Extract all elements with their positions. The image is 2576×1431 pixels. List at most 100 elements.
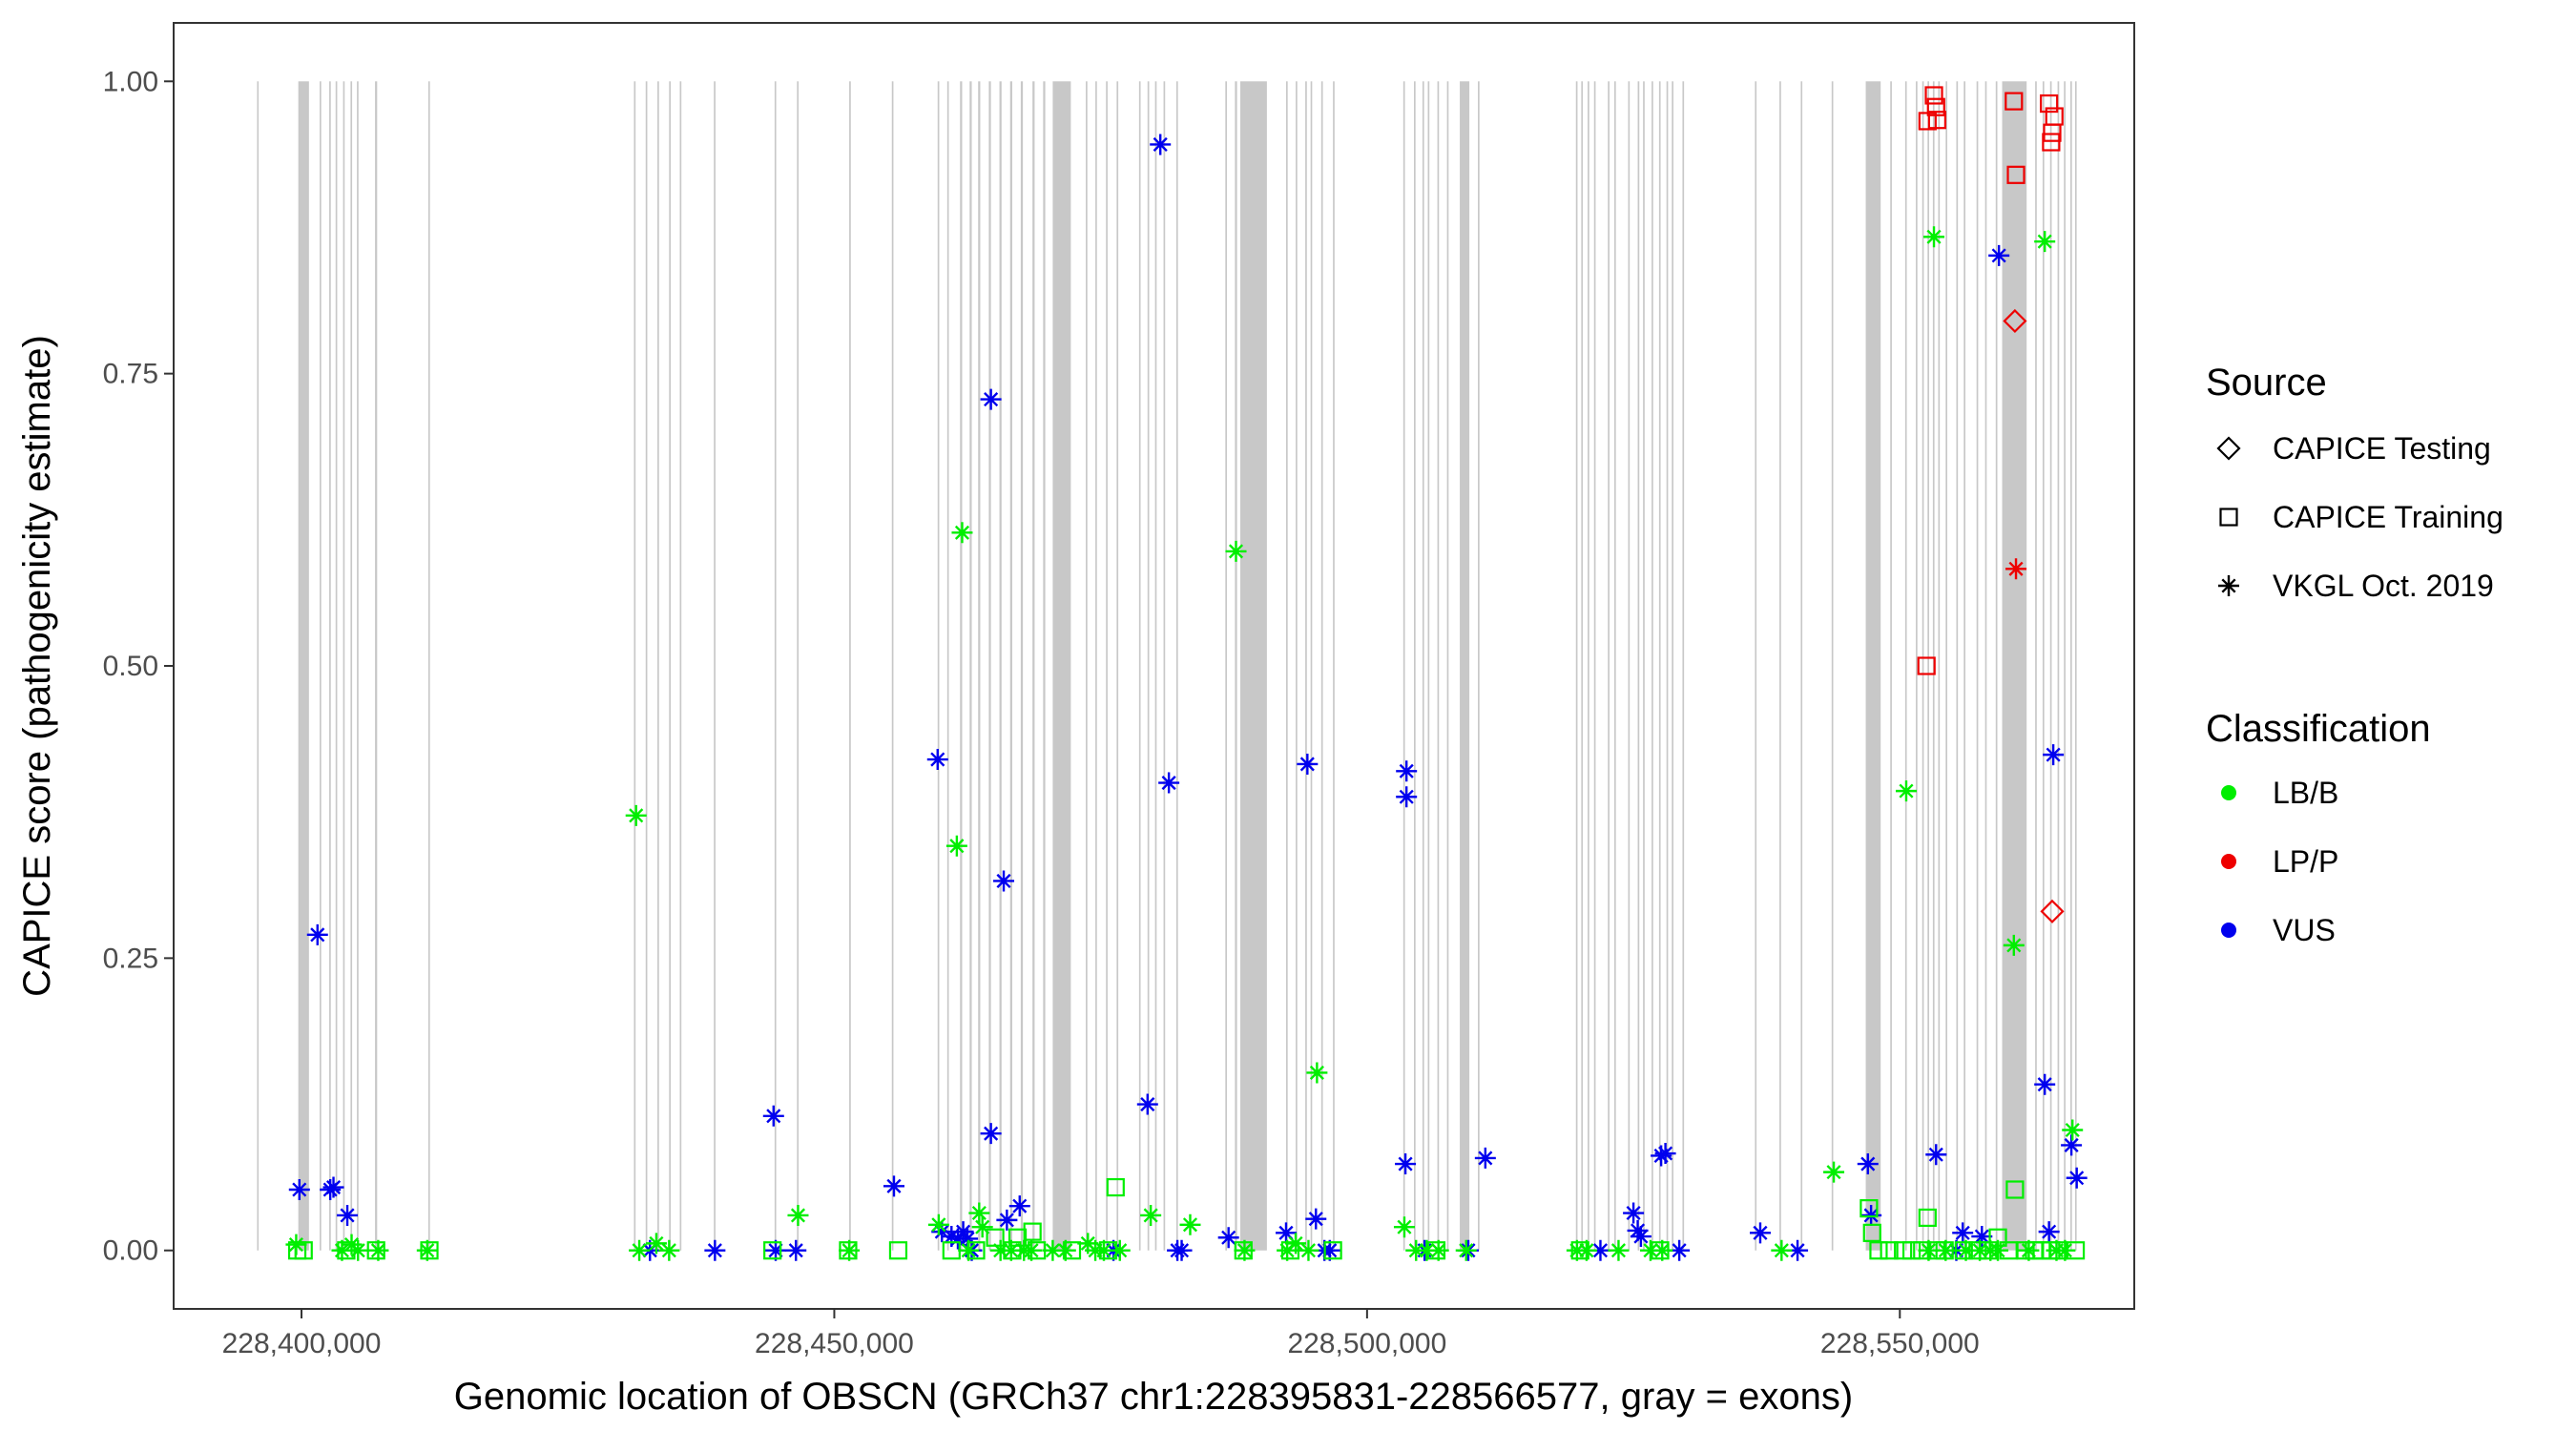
exon-band <box>335 81 338 1251</box>
data-point-lbb-asterisk <box>971 1216 993 1238</box>
y-tick-label: 0.75 <box>103 359 158 390</box>
legend-classification-key <box>2221 854 2236 869</box>
exon-band <box>1106 81 1108 1251</box>
data-point-vus-asterisk <box>1988 244 2010 266</box>
exon-band <box>427 81 430 1251</box>
data-point-lbb-asterisk <box>1077 1233 1099 1255</box>
data-point-lbb-square <box>986 1228 1005 1247</box>
data-point-lbb-square <box>966 1241 986 1260</box>
data-point-vus-asterisk <box>957 1228 979 1250</box>
exon-band <box>1643 81 1645 1251</box>
data-point-lbb-asterisk <box>787 1204 809 1226</box>
exon-band <box>1427 81 1430 1251</box>
exon-band <box>1310 81 1313 1251</box>
data-point-vus-asterisk <box>288 1179 310 1200</box>
data-point-lbb-asterisk <box>331 1239 353 1261</box>
data-point-vus-asterisk <box>1860 1204 1882 1226</box>
data-point-lbb-square <box>888 1241 908 1260</box>
data-point-vus-asterisk <box>1395 1153 1417 1175</box>
legend-source-label: VKGL Oct. 2019 <box>2273 569 2494 603</box>
exon-band <box>1779 81 1781 1251</box>
data-point-vus-asterisk <box>1654 1143 1676 1165</box>
exon-band <box>2002 81 2027 1251</box>
data-point-lbb-square <box>1979 1241 1998 1260</box>
exon-band <box>1095 81 1097 1251</box>
data-point-vus-asterisk <box>639 1239 661 1261</box>
data-point-lbb-asterisk <box>1054 1239 1076 1261</box>
data-point-lbb-square <box>1651 1241 1670 1260</box>
legend-source-label: CAPICE Training <box>2273 500 2503 534</box>
exon-band <box>1755 81 1757 1251</box>
data-point-lbb-square <box>1062 1241 1082 1260</box>
x-tick-label: 228,400,000 <box>222 1328 382 1359</box>
data-point-lbb-asterisk <box>951 522 973 544</box>
data-point-lbb-asterisk <box>1306 1062 1328 1084</box>
legend-classification-key <box>2221 785 2236 800</box>
data-point-lbb-square <box>1323 1241 1342 1260</box>
data-point-lbb-square <box>337 1241 356 1260</box>
exon-band <box>1460 81 1470 1251</box>
data-point-lbb-square <box>420 1241 439 1260</box>
data-point-vus-asterisk <box>1627 1219 1649 1241</box>
data-point-vus-asterisk <box>2061 1134 2083 1156</box>
data-point-lbb-square <box>839 1241 858 1260</box>
exon-band <box>320 81 322 1251</box>
data-point-lpp-square <box>2005 92 2024 111</box>
legend-source-key-diamond <box>2216 436 2241 461</box>
data-point-lbb-asterisk <box>1455 1239 1477 1261</box>
exon-band <box>357 81 359 1251</box>
exon-band <box>375 81 378 1251</box>
data-point-lbb-asterisk <box>416 1239 438 1261</box>
data-point-vus-asterisk <box>1651 1145 1672 1167</box>
data-point-vus-asterisk <box>1136 1093 1158 1115</box>
exon-band <box>1116 81 1119 1251</box>
exon-band <box>1672 81 1673 1251</box>
exon-band <box>2075 81 2077 1251</box>
exon-band <box>1984 81 1987 1251</box>
data-point-vus-asterisk <box>1971 1226 1993 1248</box>
data-point-lbb-square <box>1918 1208 1937 1228</box>
data-point-lbb-asterisk <box>1823 1161 1845 1183</box>
exon-band <box>1963 81 1965 1251</box>
legend-source-key-square <box>2219 508 2238 527</box>
legend-classification-label: VUS <box>2273 913 2336 947</box>
data-point-vus-asterisk <box>2038 1221 2060 1243</box>
data-point-lbb-square <box>1098 1241 1118 1260</box>
plot-panel-border <box>173 22 2135 1310</box>
data-point-lbb-asterisk <box>968 1202 990 1224</box>
data-point-lpp-square <box>1917 656 1936 675</box>
data-point-lbb-asterisk <box>839 1239 861 1261</box>
legend: Source CAPICE Testing CAPICE Training VKGL… <box>2206 362 2503 947</box>
y-tick-label: 0.25 <box>103 943 158 974</box>
data-point-lbb-asterisk <box>645 1233 667 1255</box>
data-point-lbb-square <box>1935 1241 1954 1260</box>
data-point-lbb-asterisk <box>2003 934 2025 956</box>
data-point-vus-asterisk <box>1305 1208 1327 1230</box>
exon-band <box>1052 81 1071 1251</box>
y-tick-label: 0.50 <box>103 651 158 682</box>
legend-classification-label: LP/P <box>2273 844 2338 879</box>
data-point-lbb-asterisk <box>2034 231 2056 253</box>
exon-band <box>1086 81 1088 1251</box>
exon-band <box>774 81 777 1251</box>
exon-band <box>1414 81 1416 1251</box>
data-point-lbb-square <box>1234 1241 1253 1260</box>
exon-band <box>1613 81 1616 1251</box>
data-point-vus-asterisk <box>765 1239 787 1261</box>
exon-band <box>1608 81 1610 1251</box>
exon-band <box>1658 81 1661 1251</box>
data-point-vus-asterisk <box>1925 1144 1947 1166</box>
exon-band <box>1682 81 1685 1251</box>
exon-band <box>1800 81 1803 1251</box>
data-point-vus-asterisk <box>1623 1202 1645 1224</box>
data-point-lbb-asterisk <box>1298 1239 1319 1261</box>
legend-classification-items: LB/B LP/P VUS <box>2221 776 2338 947</box>
exon-band <box>978 81 981 1251</box>
exon-band <box>2042 81 2045 1251</box>
data-point-lpp-asterisk <box>2005 558 2027 580</box>
exon-band <box>1575 81 1578 1251</box>
exon-band <box>1922 81 1924 1251</box>
exon-band <box>1628 81 1631 1251</box>
data-point-vus-asterisk <box>1150 134 1172 156</box>
exon-band <box>1138 81 1141 1251</box>
